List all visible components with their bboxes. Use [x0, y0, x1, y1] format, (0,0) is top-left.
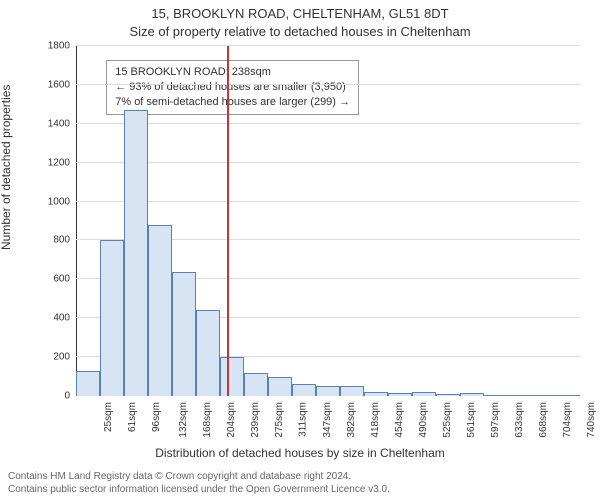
attribution: Contains HM Land Registry data © Crown c… [8, 470, 390, 496]
x-tick-label: 597sqm [490, 402, 501, 438]
y-tick-label: 1000 [48, 196, 70, 207]
y-tick-label: 1600 [48, 79, 70, 90]
x-tick-label: 740sqm [586, 402, 597, 438]
histogram-bar [508, 395, 532, 396]
gridline [76, 201, 580, 202]
x-tick-label: 168sqm [202, 402, 213, 438]
y-tick-label: 1800 [48, 41, 70, 52]
histogram-bar [124, 110, 148, 396]
x-axis-label: Distribution of detached houses by size … [0, 446, 600, 460]
x-tick-label: 239sqm [250, 402, 261, 438]
legend-line: 7% of semi-detached houses are larger (2… [115, 95, 350, 110]
x-tick-label: 96sqm [151, 402, 162, 432]
histogram-bar [76, 371, 100, 396]
histogram-bar [556, 395, 580, 396]
y-axis-line [76, 46, 77, 396]
histogram-bar [532, 395, 556, 396]
y-axis-label: Number of detached properties [0, 85, 13, 250]
histogram-bar [316, 386, 340, 396]
attribution-line: Contains HM Land Registry data © Crown c… [8, 470, 390, 483]
histogram-bar [484, 395, 508, 396]
x-tick-label: 490sqm [418, 402, 429, 438]
histogram-bar [436, 394, 460, 396]
histogram-bar [196, 310, 220, 396]
histogram-bar [460, 393, 484, 397]
histogram-bar [220, 357, 244, 396]
gridline [76, 123, 580, 124]
chart-supertitle: 15, BROOKLYN ROAD, CHELTENHAM, GL51 8DT [0, 6, 600, 21]
x-tick-label: 668sqm [538, 402, 549, 438]
y-tick-label: 200 [53, 352, 70, 363]
x-tick-label: 704sqm [562, 402, 573, 438]
x-tick-label: 311sqm [297, 402, 308, 437]
chart-title: Size of property relative to detached ho… [0, 24, 600, 39]
histogram-bar [364, 392, 388, 396]
histogram-bar [172, 272, 196, 396]
legend-box: 15 BROOKLYN ROAD: 238sqm← 93% of detache… [106, 60, 359, 115]
y-tick-label: 0 [64, 391, 70, 402]
legend-line: 15 BROOKLYN ROAD: 238sqm [115, 65, 350, 80]
y-tick-label: 1400 [48, 118, 70, 129]
chart-container: 15, BROOKLYN ROAD, CHELTENHAM, GL51 8DT … [0, 0, 600, 500]
histogram-bar [148, 225, 172, 396]
x-tick-label: 132sqm [178, 402, 189, 438]
gridline [76, 162, 580, 163]
x-tick-label: 525sqm [442, 402, 453, 438]
x-tick-label: 561sqm [466, 402, 477, 438]
histogram-bar [412, 392, 436, 396]
y-tick-label: 1200 [48, 157, 70, 168]
x-tick-label: 418sqm [370, 402, 381, 438]
histogram-bar [340, 386, 364, 396]
x-tick-label: 25sqm [103, 402, 114, 432]
gridline [76, 45, 580, 46]
x-tick-label: 61sqm [127, 402, 138, 432]
histogram-bar [388, 393, 412, 397]
histogram-bar [244, 373, 268, 396]
y-tick-label: 600 [53, 274, 70, 285]
x-tick-label: 454sqm [394, 402, 405, 438]
x-tick-label: 275sqm [274, 402, 285, 438]
histogram-bar [100, 240, 124, 396]
attribution-line: Contains public sector information licen… [8, 483, 390, 496]
y-tick-label: 400 [53, 313, 70, 324]
reference-marker [227, 46, 229, 396]
plot-area: 15 BROOKLYN ROAD: 238sqm← 93% of detache… [76, 46, 580, 396]
histogram-bar [292, 384, 316, 396]
legend-line: ← 93% of detached houses are smaller (3,… [115, 80, 350, 95]
x-tick-label: 382sqm [346, 402, 357, 438]
x-tick-label: 633sqm [514, 402, 525, 438]
x-tick-label: 347sqm [322, 402, 333, 438]
x-tick-label: 204sqm [226, 402, 237, 438]
histogram-bar [268, 377, 292, 396]
y-tick-label: 800 [53, 235, 70, 246]
gridline [76, 84, 580, 85]
